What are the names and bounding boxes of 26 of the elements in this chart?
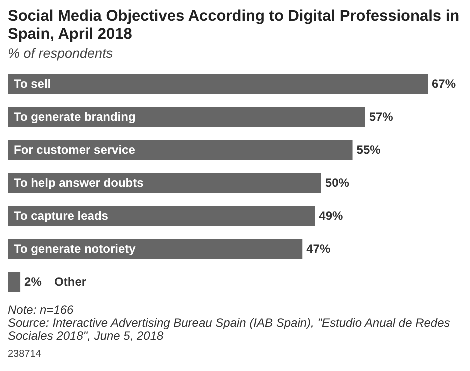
bar <box>8 74 428 94</box>
y-tick-label: To help answer doubts <box>14 176 144 190</box>
bar <box>8 140 353 160</box>
bar <box>8 173 322 193</box>
chart-title: Social Media Objectives According to Digital Professionals in Spain, April 2018 <box>8 8 461 44</box>
bar <box>8 107 366 127</box>
data-label: 2% <box>24 275 42 289</box>
y-tick-label: To generate notoriety <box>14 242 136 256</box>
data-label: 67% <box>432 77 456 91</box>
data-label: 50% <box>325 176 350 190</box>
y-tick-label: Other <box>54 275 87 289</box>
chart-subtitle: % of respondents <box>8 46 114 61</box>
y-tick-label: To generate branding <box>14 110 136 124</box>
data-label: 57% <box>369 110 394 124</box>
y-tick-label: To sell <box>14 77 52 91</box>
bar <box>8 206 316 226</box>
text: Note: n=166 <box>8 303 75 317</box>
bar <box>8 239 303 259</box>
bar <box>8 272 21 292</box>
source-note: Source: Interactive Advertising Bureau Spain (IAB Spain), "Estudio Anual de Redes Sociales 2018", June 5, 2018 <box>8 316 452 343</box>
y-tick-label: To capture leads <box>14 209 109 223</box>
y-tick-label: For customer service <box>14 143 136 157</box>
data-label: 47% <box>306 242 331 256</box>
text: 238714 <box>8 349 42 360</box>
data-label: 55% <box>356 143 382 157</box>
data-label: 49% <box>319 209 344 223</box>
